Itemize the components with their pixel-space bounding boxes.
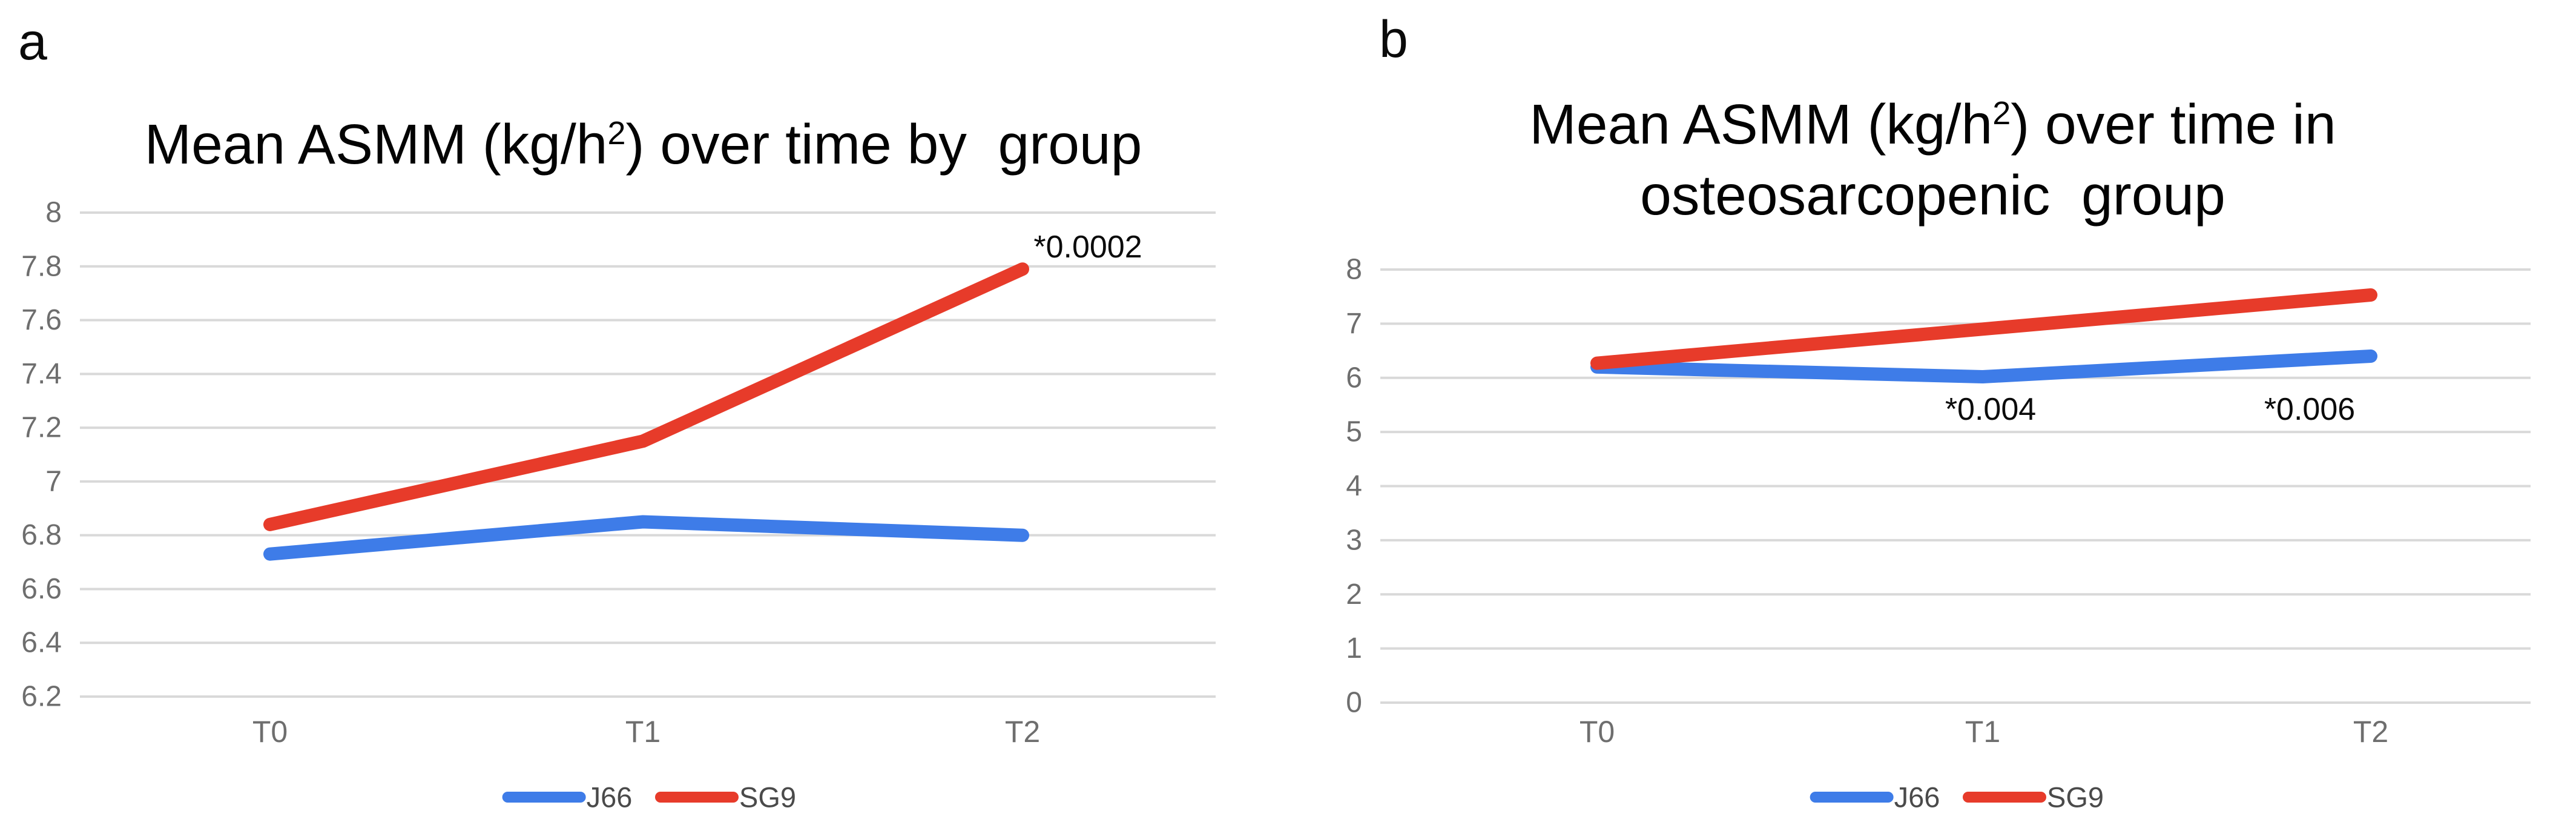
x-tick-label: T0 [252, 715, 288, 749]
chart-title-text: ) over time by group [625, 113, 1142, 176]
significance-annotation: *0.0002 [1033, 230, 1142, 265]
chart-title-line: osteosarcopenic group [1290, 160, 2576, 231]
panel-letter-b: b [1379, 10, 1408, 68]
y-tick-label: 7.4 [21, 358, 62, 390]
y-tick-label: 2 [1346, 578, 1362, 611]
series-line-j66 [1590, 350, 2377, 383]
y-tick-label: 7 [45, 465, 62, 497]
series-line-sg9 [1590, 288, 2377, 370]
chart-title-text: osteosarcopenic group [1640, 164, 2225, 227]
series-line-sg9 [263, 262, 1029, 531]
chart-title-text: Mean ASMM (kg/h [1529, 93, 1993, 156]
panel-letter-a: a [18, 13, 47, 71]
y-tick-label: 8 [1346, 254, 1362, 286]
chart-title-superscript: 2 [1992, 95, 2011, 131]
significance-annotation: *0.004 [1945, 392, 2036, 427]
chart-canvas-b: 8 7 6 5 4 3 2 1 0 T0 T1 T2 *0.004 *0.006 J66 SG9 [1346, 254, 2531, 813]
chart-title-text: Mean ASMM (kg/h [144, 113, 608, 176]
chart-panel-b: b Mean ASMM (kg/h2) over time in osteosar… [1290, 0, 2576, 825]
y-tick-label: 7.8 [21, 250, 62, 282]
chart-title-b: Mean ASMM (kg/h2) over time in osteosarco… [1290, 89, 2576, 231]
chart-title-line: Mean ASMM (kg/h2) over time in [1290, 89, 2576, 160]
y-tick-label: 6.2 [21, 681, 62, 713]
y-tick-label: 0 [1346, 687, 1362, 719]
significance-annotation: *0.006 [2264, 392, 2355, 427]
y-tick-label: 6.4 [21, 627, 62, 659]
legend-label-j66: J66 [1894, 781, 1940, 813]
chart-canvas-a: 8 7.8 7.6 7.4 7.2 7 6.8 6.6 6.4 6.2 T0 T1 T2 *0.0002 J… [21, 197, 1216, 813]
y-tick-label: 8 [45, 197, 62, 229]
x-tick-label: T1 [1965, 715, 2000, 749]
series-line-j66 [263, 515, 1029, 561]
y-tick-label: 3 [1346, 524, 1362, 556]
y-tick-label: 1 [1346, 632, 1362, 664]
chart-title-line: Mean ASMM (kg/h2) over time by group [0, 109, 1286, 180]
chart-title-text: ) over time in [2011, 93, 2336, 156]
y-tick-label: 6.6 [21, 573, 62, 605]
y-tick-label: 6 [1346, 362, 1362, 394]
chart-title-superscript: 2 [607, 115, 626, 151]
chart-title-a: Mean ASMM (kg/h2) over time by group [0, 109, 1286, 180]
x-tick-label: T2 [2353, 715, 2388, 749]
y-tick-label: 7.2 [21, 412, 62, 444]
y-tick-label: 7.6 [21, 304, 62, 336]
legend-label-sg9: SG9 [2047, 781, 2104, 813]
chart-panel-a: a Mean ASMM (kg/h2) over time by group 8… [0, 0, 1286, 825]
legend-label-j66: J66 [587, 781, 633, 813]
y-tick-label: 6.8 [21, 519, 62, 551]
legend-label-sg9: SG9 [739, 781, 796, 813]
x-tick-label: T0 [1580, 715, 1615, 749]
x-tick-label: T1 [625, 715, 660, 749]
x-tick-label: T2 [1005, 715, 1040, 749]
y-tick-label: 4 [1346, 470, 1362, 502]
y-tick-label: 7 [1346, 308, 1362, 340]
y-tick-label: 5 [1346, 416, 1362, 448]
